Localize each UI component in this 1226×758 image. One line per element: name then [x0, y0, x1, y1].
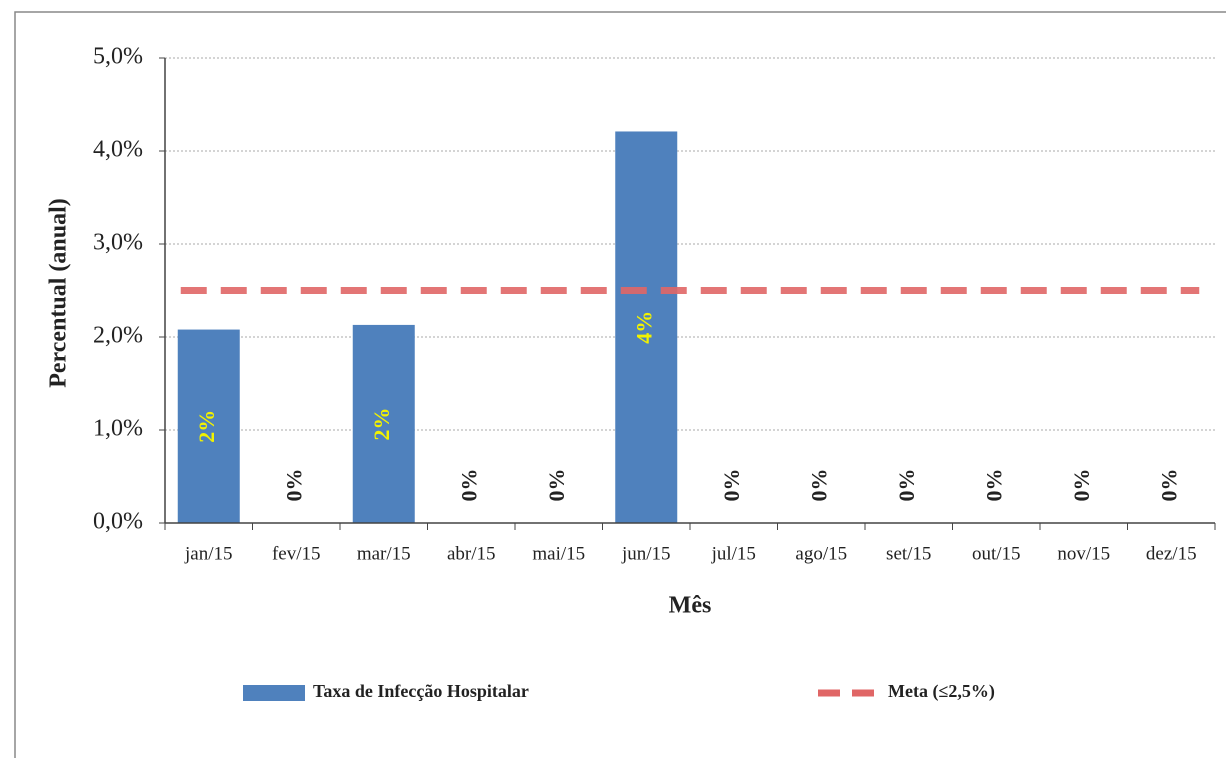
x-tick-label: jun/15	[621, 543, 671, 564]
value-label: 0%	[894, 469, 919, 502]
x-tick-label: jul/15	[711, 543, 756, 564]
value-label: 2%	[194, 410, 219, 443]
y-axis-title: Percentual (anual)	[46, 198, 72, 388]
legend-label: Meta (≤2,5%)	[888, 681, 995, 702]
value-label: 0%	[544, 469, 569, 502]
value-label: 0%	[281, 469, 306, 502]
x-tick-label: mar/15	[357, 543, 411, 564]
x-tick-label: abr/15	[447, 543, 496, 564]
x-tick-label: nov/15	[1057, 543, 1110, 564]
x-tick-label: jan/15	[184, 543, 233, 564]
value-label: 0%	[1069, 469, 1094, 502]
value-label: 0%	[806, 469, 831, 502]
bar	[615, 131, 678, 523]
value-label: 4%	[631, 311, 656, 344]
y-tick-label: 1,0%	[93, 416, 143, 442]
x-tick-label: dez/15	[1146, 543, 1197, 564]
x-tick-label: ago/15	[795, 543, 847, 564]
value-label: 0%	[981, 469, 1006, 502]
value-label: 2%	[369, 407, 394, 440]
y-tick-label: 0,0%	[93, 509, 143, 535]
x-tick-label: out/15	[972, 543, 1021, 564]
y-tick-label: 3,0%	[93, 230, 143, 256]
bar	[352, 324, 415, 523]
value-label: 0%	[719, 469, 744, 502]
legend-swatch	[243, 685, 305, 701]
legend-label: Taxa de Infecção Hospitalar	[313, 681, 529, 701]
x-tick-label: mai/15	[532, 543, 585, 564]
chart-frame	[14, 11, 1226, 758]
value-label: 0%	[1156, 469, 1181, 502]
value-label: 0%	[456, 469, 481, 502]
bar	[177, 329, 240, 523]
y-tick-label: 4,0%	[93, 137, 143, 163]
x-tick-label: fev/15	[272, 543, 321, 564]
x-tick-label: set/15	[886, 543, 931, 564]
y-tick-label: 2,0%	[93, 323, 143, 349]
y-tick-label: 5,0%	[93, 44, 143, 70]
x-axis-title: Mês	[669, 593, 712, 619]
